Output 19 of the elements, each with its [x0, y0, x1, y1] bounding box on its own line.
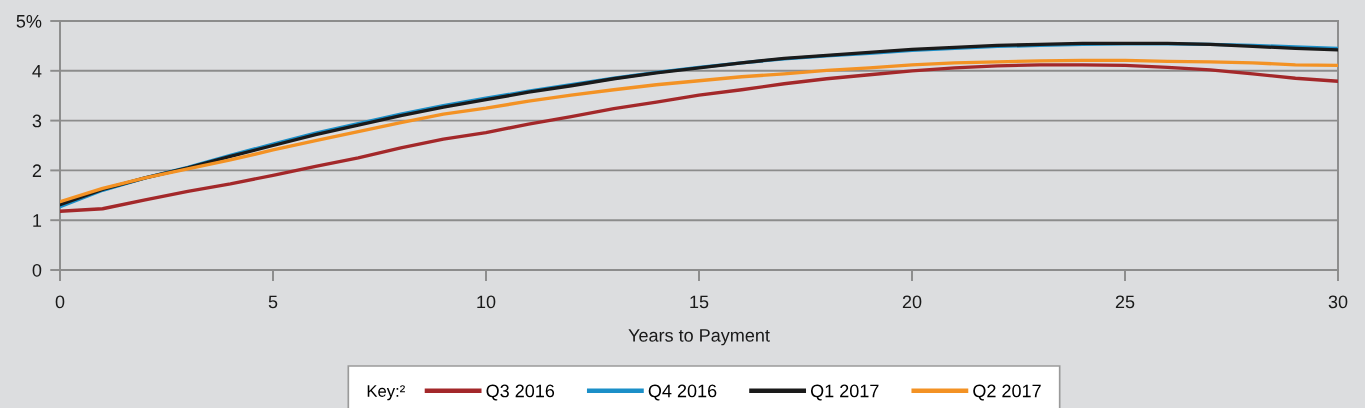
y-tick-label: 4: [32, 64, 42, 78]
y-tick-label: 5%: [16, 15, 42, 28]
x-tick-label: 25: [1115, 295, 1135, 309]
legend-label: Q2 2017: [973, 384, 1041, 401]
legend-label: Q1 2017: [810, 384, 879, 401]
x-tick-label: 5: [268, 295, 278, 309]
y-tick-label: 0: [32, 263, 42, 277]
x-tick-label: 30: [1328, 295, 1348, 309]
x-tick-label: 10: [477, 295, 496, 309]
y-tick-label: 1: [33, 214, 42, 227]
y-tick-label: 2: [32, 164, 42, 177]
legend-label: Q3 2016: [486, 384, 555, 401]
legend-label: Q4 2016: [648, 384, 717, 401]
x-axis-title: Years to Payment: [628, 329, 770, 346]
x-tick-label: 20: [902, 295, 922, 309]
x-tick-label: 15: [690, 295, 709, 309]
legend-title: Key:²: [367, 385, 405, 401]
y-tick-label: 3: [32, 114, 42, 128]
x-tick-label: 0: [55, 295, 65, 309]
